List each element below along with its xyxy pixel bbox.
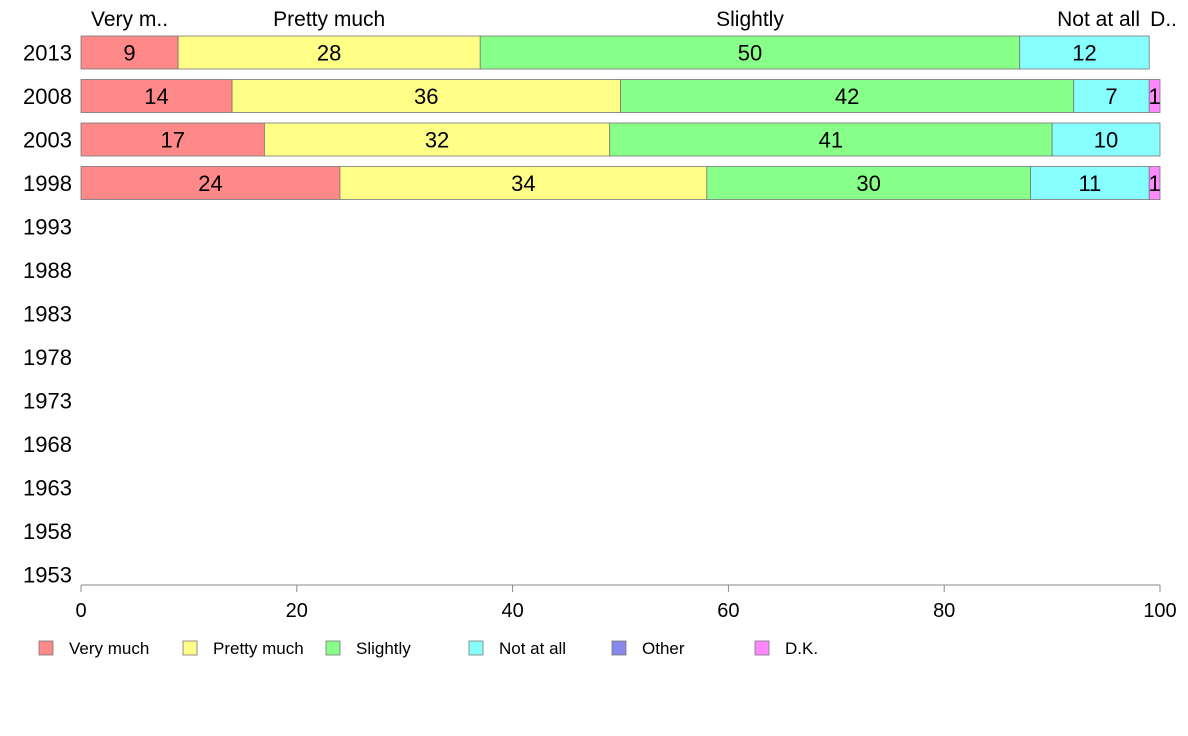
bar-segment bbox=[1148, 166, 1161, 200]
top-category-label: Not at all bbox=[1057, 8, 1140, 31]
bar-value-label: 30 bbox=[856, 171, 880, 196]
bar-segment bbox=[609, 122, 1053, 157]
top-category-label: Very m.. bbox=[91, 8, 168, 31]
legend-swatch bbox=[754, 640, 770, 656]
x-tick-label: 0 bbox=[75, 600, 86, 622]
bar-segment bbox=[80, 122, 265, 157]
bar-value-label: 36 bbox=[414, 84, 438, 109]
bar-value-label: 28 bbox=[317, 41, 341, 66]
x-tick-label: 80 bbox=[933, 600, 955, 622]
bar-segment bbox=[706, 166, 1031, 200]
y-axis-labels: 2013 2008 2003 1998 1993 1988 1983 1978 1973 1968… bbox=[23, 41, 72, 588]
bar-value-label: 9 bbox=[123, 41, 135, 66]
bar-segment bbox=[80, 35, 179, 70]
legend-label: Very much bbox=[69, 639, 149, 658]
x-tick-label: 100 bbox=[1143, 600, 1176, 622]
y-tick-label: 1988 bbox=[23, 258, 72, 283]
y-tick-label: 1963 bbox=[23, 476, 72, 501]
bar-value-label: 1 bbox=[1148, 84, 1160, 109]
legend-label: Not at all bbox=[499, 639, 566, 658]
x-tick-label: 40 bbox=[501, 600, 523, 622]
y-tick-label: 2008 bbox=[23, 84, 72, 109]
bar-segment bbox=[1019, 35, 1150, 70]
x-tick-label: 20 bbox=[286, 600, 308, 622]
bar-segment bbox=[479, 35, 1021, 70]
bar-segment bbox=[80, 79, 233, 113]
bar-value-label: 41 bbox=[819, 128, 843, 153]
bar-segment bbox=[80, 166, 341, 200]
legend-swatch bbox=[468, 640, 484, 656]
top-category-label: D.. bbox=[1150, 8, 1177, 31]
x-tick-label: 60 bbox=[717, 600, 739, 622]
bar-segment bbox=[231, 79, 621, 113]
bar-segment bbox=[1148, 79, 1161, 113]
legend-label: Slightly bbox=[356, 639, 411, 658]
bar-segment bbox=[1051, 122, 1161, 157]
bar-segment bbox=[1073, 79, 1150, 113]
bar-value-label: 50 bbox=[738, 41, 762, 66]
legend-label: Pretty much bbox=[213, 639, 304, 658]
bar-value-label: 34 bbox=[511, 171, 535, 196]
legend-label: Other bbox=[642, 639, 685, 658]
legend: Very much Pretty much Slightly Not at all Ot… bbox=[38, 639, 818, 658]
legend-swatch bbox=[611, 640, 627, 656]
bar-value-label: 1 bbox=[1148, 171, 1160, 196]
y-tick-label: 1953 bbox=[23, 563, 72, 588]
legend-swatch bbox=[38, 640, 54, 656]
bar-segment bbox=[339, 166, 708, 200]
top-category-label: Slightly bbox=[716, 8, 784, 31]
bar-value-label: 7 bbox=[1105, 84, 1117, 109]
y-tick-label: 1998 bbox=[23, 171, 72, 196]
legend-label: D.K. bbox=[785, 639, 818, 658]
y-tick-label: 2003 bbox=[23, 128, 72, 153]
bar-value-label: 14 bbox=[144, 84, 168, 109]
legend-swatch bbox=[182, 640, 198, 656]
x-axis: 0 20 40 60 80 100 bbox=[75, 584, 1177, 622]
y-tick-label: 2013 bbox=[23, 41, 72, 66]
bar-value-label: 32 bbox=[425, 128, 449, 153]
y-tick-label: 1968 bbox=[23, 432, 72, 457]
bar-segment bbox=[620, 79, 1075, 113]
bar-value-label: 10 bbox=[1094, 128, 1118, 153]
bar-value-label: 42 bbox=[835, 84, 859, 109]
y-tick-label: 1983 bbox=[23, 302, 72, 327]
bar-segment bbox=[264, 122, 611, 157]
bar-value-label: 17 bbox=[160, 128, 184, 153]
bar-value-label: 11 bbox=[1078, 171, 1101, 196]
y-tick-label: 1958 bbox=[23, 519, 72, 544]
legend-swatch bbox=[325, 640, 341, 656]
top-category-label: Pretty much bbox=[273, 8, 385, 31]
y-tick-label: 1978 bbox=[23, 345, 72, 370]
bar-segment bbox=[177, 35, 481, 70]
top-category-labels: Very m.. Pretty much Slightly Not at all D.. bbox=[91, 8, 1177, 31]
bar-value-label: 12 bbox=[1072, 41, 1096, 66]
y-tick-label: 1973 bbox=[23, 389, 72, 414]
y-tick-label: 1993 bbox=[23, 215, 72, 240]
bar-value-label: 24 bbox=[198, 171, 222, 196]
